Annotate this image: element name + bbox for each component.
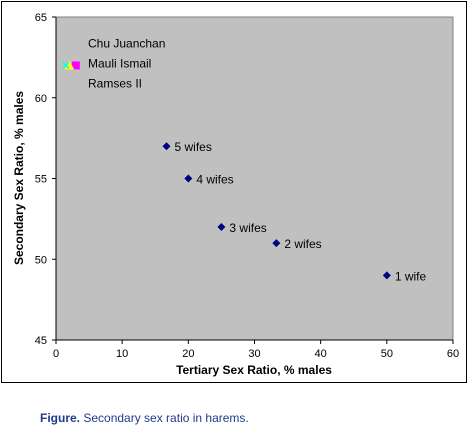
point-label: 5 wifes	[174, 140, 211, 154]
x-tick-label: 20	[182, 348, 194, 360]
data-point	[71, 61, 80, 70]
data-point	[162, 142, 171, 151]
x-tick-label: 30	[248, 348, 260, 360]
data-point	[184, 174, 193, 183]
x-tick-label: 40	[315, 348, 327, 360]
chart-frame: 0 10 20 30 40 50 60 45 50 55 60 65 1 wife 2 wifes 3 w…	[1, 1, 467, 383]
point-label: 4 wifes	[196, 173, 233, 187]
scatter-chart: 0 10 20 30 40 50 60 45 50 55 60 65 1 wife 2 wifes 3 w…	[12, 12, 459, 377]
y-tick-label: 65	[35, 12, 47, 24]
figure-caption: Figure. Secondary sex ratio in harems.	[40, 411, 249, 425]
data-point	[217, 222, 226, 231]
point-label: Ramses II	[88, 76, 142, 90]
y-tick-label: 55	[35, 174, 47, 186]
point-label: 3 wifes	[229, 221, 266, 235]
x-tick-label: 50	[381, 348, 393, 360]
caption-text: Secondary sex ratio in harems.	[80, 411, 249, 425]
x-tick-label: 60	[447, 348, 459, 360]
point-label: 2 wifes	[284, 237, 321, 251]
x-tick-label: 10	[116, 348, 128, 360]
y-tick-label: 45	[35, 335, 47, 347]
point-label: Mauli Ismail	[88, 56, 151, 70]
y-tick-label: 50	[35, 254, 47, 266]
x-axis-title: Tertiary Sex Ratio, % males	[176, 363, 332, 377]
x-tick-label: 0	[53, 348, 59, 360]
point-label: 1 wife	[395, 269, 427, 283]
y-axis-title: Secondary Sex Ratio, % males	[12, 91, 26, 265]
data-point	[62, 61, 70, 69]
point-label: Chu Juanchan	[88, 36, 165, 50]
plot-area	[55, 16, 454, 341]
y-tick-label: 60	[35, 93, 47, 105]
data-point	[382, 271, 391, 280]
caption-label: Figure.	[40, 411, 81, 425]
data-point	[272, 239, 281, 248]
